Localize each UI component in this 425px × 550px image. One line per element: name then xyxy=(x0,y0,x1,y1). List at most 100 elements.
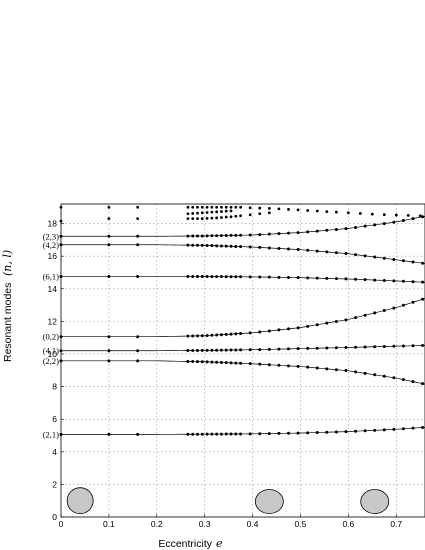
data-point xyxy=(215,216,219,220)
data-point xyxy=(191,205,195,209)
data-point xyxy=(401,279,405,283)
data-point xyxy=(306,324,310,328)
data-point xyxy=(296,431,300,435)
data-point xyxy=(224,361,228,365)
data-point xyxy=(392,344,396,348)
data-point xyxy=(196,348,199,352)
data-point xyxy=(306,230,310,234)
data-point xyxy=(136,349,140,353)
x-tick-label: 0.5 xyxy=(295,519,307,529)
data-point xyxy=(186,432,190,436)
mode-curves xyxy=(61,215,425,435)
mode-label: (4,1) xyxy=(43,346,59,356)
data-point xyxy=(248,331,252,335)
data-point xyxy=(191,217,195,221)
data-point xyxy=(210,275,214,279)
data-point xyxy=(136,335,140,339)
data-point xyxy=(215,360,219,364)
data-point xyxy=(421,426,425,430)
data-point xyxy=(219,348,223,352)
data-point xyxy=(421,261,425,265)
mode-label: (2,3) xyxy=(43,231,59,241)
data-point xyxy=(315,209,319,213)
data-point xyxy=(215,205,219,209)
data-point xyxy=(248,206,252,210)
data-point xyxy=(354,277,358,281)
mode-curve xyxy=(61,298,425,338)
data-point xyxy=(382,344,386,348)
x-tick-label: 0.3 xyxy=(199,519,211,529)
data-point xyxy=(136,205,140,209)
data-point xyxy=(229,432,233,436)
data-point xyxy=(186,349,190,353)
data-point xyxy=(107,359,111,363)
data-point xyxy=(392,427,396,431)
y-tick-labels: 0 2 4 6 8 10 12 14 16 18 xyxy=(48,219,58,522)
data-point xyxy=(344,227,348,231)
data-point xyxy=(205,275,209,279)
data-point xyxy=(200,432,204,436)
data-point xyxy=(334,277,338,281)
data-point xyxy=(196,360,199,364)
data-point xyxy=(200,243,204,247)
data-point xyxy=(248,275,252,279)
data-point xyxy=(200,205,204,209)
data-point xyxy=(267,232,271,236)
data-point xyxy=(401,219,405,223)
mode-label: (2,2) xyxy=(43,356,59,366)
data-point xyxy=(421,215,425,219)
data-point xyxy=(210,432,214,436)
data-point xyxy=(215,348,219,352)
y-tick-label: 10 xyxy=(48,349,58,359)
data-point xyxy=(191,432,195,436)
data-point xyxy=(215,432,219,436)
data-point xyxy=(296,208,300,212)
data-point xyxy=(107,234,111,238)
data-point xyxy=(411,300,415,304)
data-point xyxy=(248,213,252,217)
data-point xyxy=(196,275,199,279)
data-point xyxy=(215,210,219,214)
data-point xyxy=(258,432,262,436)
data-point xyxy=(196,205,199,209)
y-axis-variable: (n, l) xyxy=(1,250,14,276)
data-point xyxy=(325,346,329,350)
data-point xyxy=(344,252,348,256)
data-point xyxy=(325,367,329,371)
data-point xyxy=(306,209,310,212)
data-point xyxy=(296,276,300,280)
data-point xyxy=(210,360,214,364)
data-point xyxy=(191,212,195,215)
data-point xyxy=(196,234,199,238)
data-point xyxy=(107,243,111,247)
data-point xyxy=(315,276,319,280)
data-point xyxy=(392,376,396,380)
data-point xyxy=(229,361,233,365)
data-point xyxy=(277,246,281,250)
data-point xyxy=(382,278,386,282)
y-tick-label: 14 xyxy=(48,284,58,294)
data-point xyxy=(224,432,228,436)
data-point xyxy=(229,215,233,219)
data-point xyxy=(239,361,243,365)
data-point xyxy=(267,329,271,333)
data-point xyxy=(421,382,425,386)
mode-curve xyxy=(61,215,425,237)
data-point xyxy=(200,348,204,352)
data-point xyxy=(229,244,233,248)
data-point xyxy=(325,228,329,232)
data-point xyxy=(315,229,319,233)
mode-labels: (2,1) (2,2)(4,1) (0,2) (6,1) (4,2)(2,3) xyxy=(43,231,59,439)
data-point xyxy=(258,362,262,366)
data-point xyxy=(421,280,425,284)
data-point xyxy=(234,348,238,352)
y-axis-label-group: Resonant modes (n, l) xyxy=(1,250,14,362)
data-point xyxy=(363,371,367,375)
data-point xyxy=(224,275,228,279)
data-point xyxy=(411,280,415,284)
data-point xyxy=(267,363,271,367)
data-point xyxy=(219,234,223,238)
data-point xyxy=(215,333,219,337)
mode-curve xyxy=(61,345,425,352)
data-point xyxy=(296,248,300,252)
